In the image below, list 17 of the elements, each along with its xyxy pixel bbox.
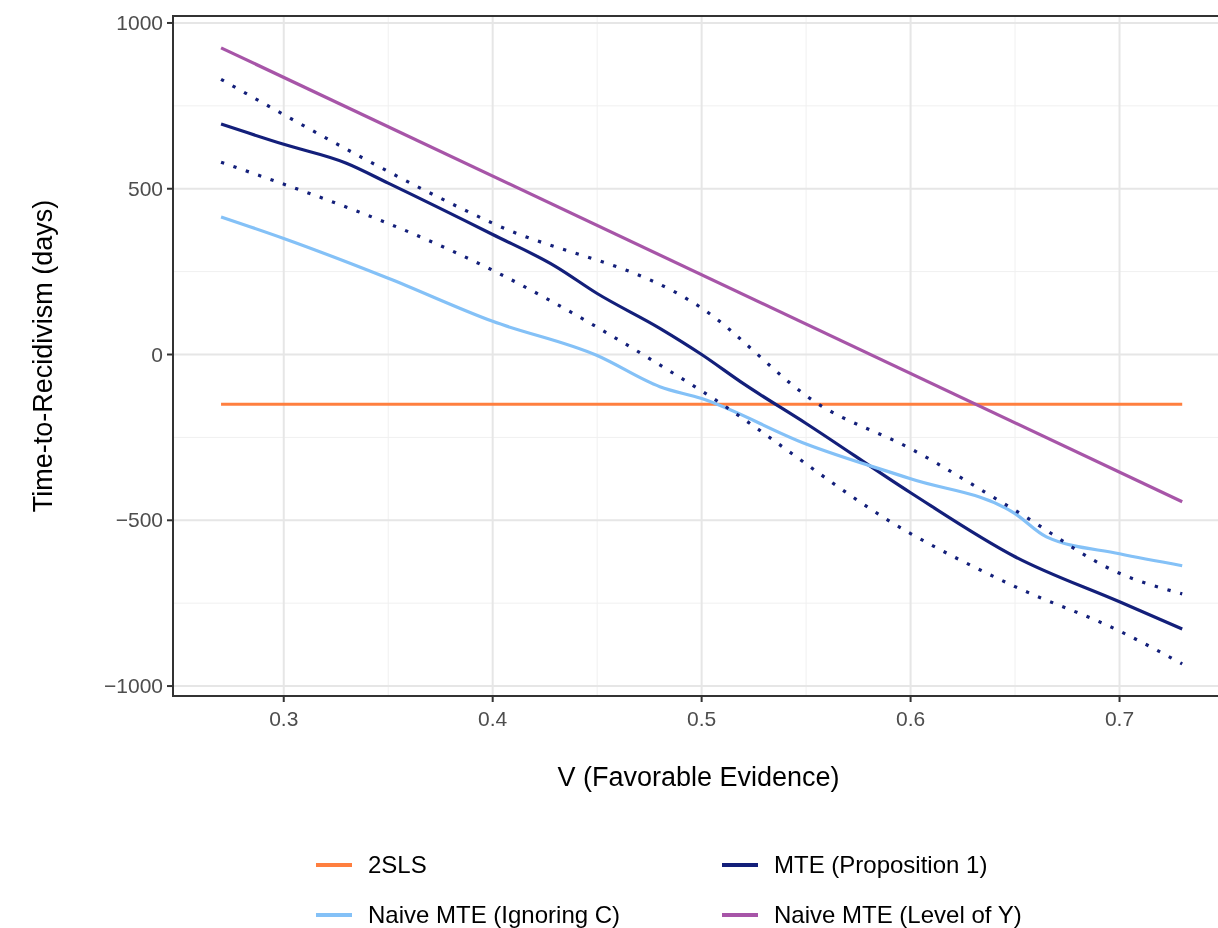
x-tick-label: 0.5 <box>687 707 717 730</box>
y-tick-label: −500 <box>115 508 163 532</box>
legend-label: 2SLS <box>368 851 427 878</box>
legend-label: Naive MTE (Ignoring C) <box>368 901 621 928</box>
y-tick-label: 0 <box>151 342 163 366</box>
y-tick-label: −1000 <box>104 674 163 698</box>
x-axis-title: V (Favorable Evidence) <box>557 762 840 792</box>
legend-label: MTE (Proposition 1) <box>774 851 988 878</box>
y-axis-title: Time-to-Recidivism (days) <box>28 199 58 513</box>
x-tick-label: 0.4 <box>478 707 508 730</box>
legend-label: Naive MTE (Level of Y) <box>774 901 1022 928</box>
line-series <box>219 215 1184 568</box>
x-tick-label: 0.3 <box>269 707 299 730</box>
y-tick-label: 1000 <box>116 10 163 34</box>
y-tick-label: 500 <box>127 176 163 200</box>
x-tick-label: 0.7 <box>1104 707 1135 730</box>
x-tick-label: 0.6 <box>895 707 926 730</box>
